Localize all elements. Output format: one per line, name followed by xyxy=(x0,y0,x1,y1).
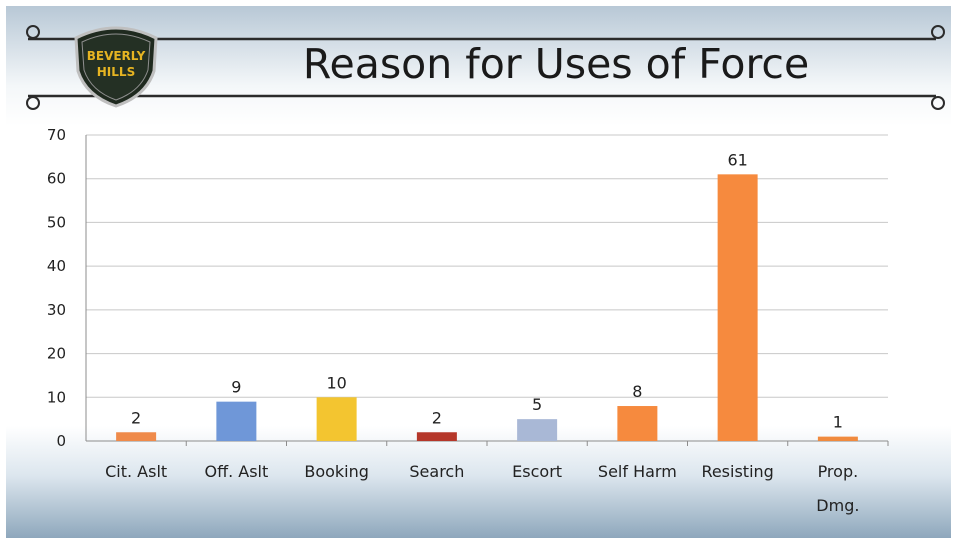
x-tick-label: Escort xyxy=(512,462,562,481)
data-label: 10 xyxy=(326,373,346,392)
scroll-curl-icon xyxy=(26,25,40,39)
logo-text-line1: BEVERLY xyxy=(87,49,146,63)
bar xyxy=(817,436,858,441)
data-label: 5 xyxy=(532,395,542,414)
bar xyxy=(617,406,658,441)
y-tick-label: 50 xyxy=(47,213,66,231)
bar xyxy=(116,432,157,441)
scroll-curl-icon xyxy=(931,25,945,39)
y-tick-label: 70 xyxy=(47,126,66,144)
slide: BEVERLY HILLS Reason for Uses of Force 0… xyxy=(6,6,951,538)
data-label: 8 xyxy=(632,382,642,401)
x-tick-label: Self Harm xyxy=(598,462,677,481)
logo-text-line2: HILLS xyxy=(97,65,135,79)
slide-title: Reason for Uses of Force xyxy=(302,40,810,88)
data-label: 61 xyxy=(727,150,747,169)
y-tick-label: 40 xyxy=(47,257,66,275)
y-tick-label: 20 xyxy=(47,345,66,363)
x-tick-label: Dmg. xyxy=(816,496,859,515)
scroll-curl-icon xyxy=(931,96,945,110)
x-tick-label: Resisting xyxy=(701,462,773,481)
bar xyxy=(717,174,758,442)
x-tick-label: Search xyxy=(409,462,464,481)
beverly-hills-shield-logo: BEVERLY HILLS xyxy=(74,26,158,108)
header-scroll-ornament xyxy=(26,25,945,110)
data-label: 2 xyxy=(432,408,442,427)
x-tick-label: Off. Aslt xyxy=(204,462,268,481)
data-label: 9 xyxy=(231,378,241,397)
y-tick-label: 30 xyxy=(47,301,66,319)
x-tick-label: Cit. Aslt xyxy=(105,462,167,481)
y-tick-label: 10 xyxy=(47,388,66,406)
bar xyxy=(216,401,257,441)
y-tick-label: 0 xyxy=(56,432,66,450)
scroll-curl-icon xyxy=(26,96,40,110)
bar xyxy=(416,432,457,441)
x-tick-label: Booking xyxy=(304,462,369,481)
bar xyxy=(316,397,357,441)
y-tick-label: 60 xyxy=(47,170,66,188)
data-label: 1 xyxy=(833,413,843,432)
bar xyxy=(517,419,558,441)
data-label: 2 xyxy=(131,408,141,427)
bar-chart: 0 10 20 30 40 50 60 70 2 Cit. Aslt 9 Off. Aslt 10 Boo… xyxy=(47,126,889,515)
x-tick-label: Prop. xyxy=(818,462,859,481)
